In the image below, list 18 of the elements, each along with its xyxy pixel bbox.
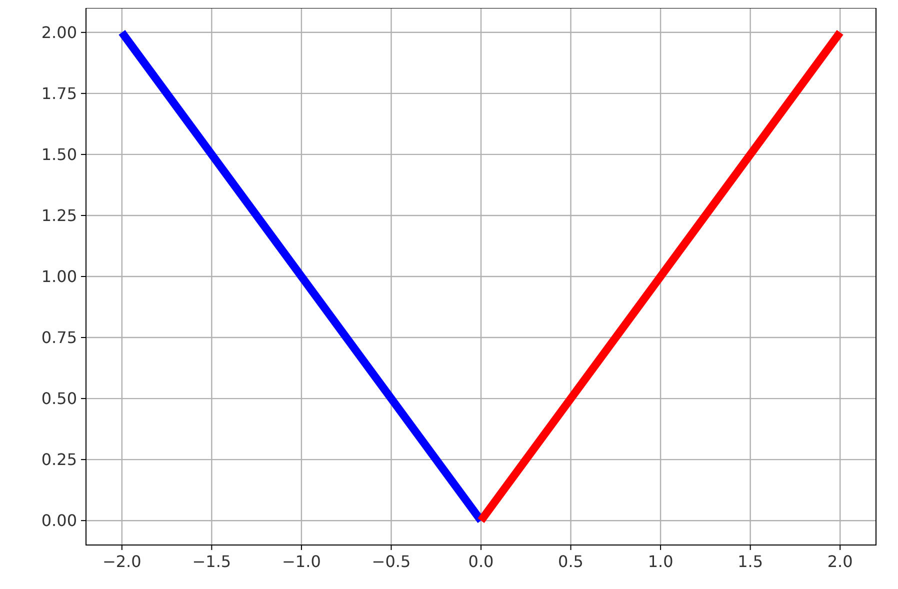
x-tick-label: 1.0: [648, 552, 674, 571]
x-tick-label: 1.5: [738, 552, 764, 571]
y-tick-label: 1.75: [41, 84, 77, 104]
x-tick-label: −2.0: [102, 552, 142, 571]
y-tick-label: 0.25: [41, 450, 77, 470]
y-tick-label: 0.50: [41, 389, 77, 408]
y-tick-label: 1.50: [41, 145, 77, 164]
x-tick-label: 0.5: [558, 552, 584, 571]
x-tick-label: −1.0: [282, 552, 321, 571]
y-tick-label: 0.75: [41, 328, 77, 348]
y-tick-label: 1.00: [41, 267, 77, 286]
x-tick-label: 2.0: [827, 552, 853, 571]
y-tick-label: 2.00: [41, 23, 77, 42]
x-tick-label: 0.0: [468, 552, 494, 571]
x-tick-label: −1.5: [192, 552, 232, 571]
x-tick-label: −0.5: [372, 552, 411, 571]
y-tick-label: 1.25: [41, 206, 77, 226]
y-tick-label: 0.00: [41, 511, 77, 530]
